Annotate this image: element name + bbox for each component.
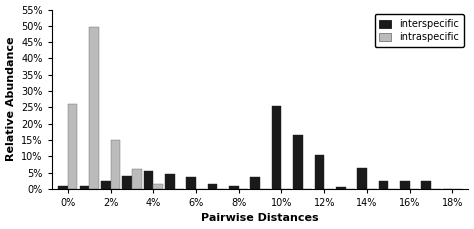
Bar [110, 140, 120, 189]
Legend: interspecific, intraspecific: interspecific, intraspecific [374, 14, 464, 47]
Bar [379, 181, 388, 189]
Bar [58, 185, 68, 189]
Bar [186, 177, 196, 189]
Y-axis label: Relative Abundance: Relative Abundance [6, 37, 16, 161]
Bar [272, 106, 282, 189]
Bar [122, 176, 132, 189]
Bar [68, 104, 77, 189]
Bar [315, 155, 324, 189]
Bar [80, 185, 89, 189]
Bar [144, 171, 153, 189]
Bar [101, 181, 110, 189]
Bar [208, 184, 218, 189]
Bar [357, 168, 367, 189]
Bar [153, 184, 163, 189]
Bar [132, 169, 142, 189]
Bar [229, 185, 239, 189]
X-axis label: Pairwise Distances: Pairwise Distances [201, 213, 319, 224]
Bar [89, 27, 99, 189]
Bar [293, 135, 303, 189]
Bar [400, 181, 410, 189]
Bar [250, 177, 260, 189]
Bar [336, 187, 346, 189]
Bar [165, 174, 174, 189]
Bar [421, 181, 431, 189]
